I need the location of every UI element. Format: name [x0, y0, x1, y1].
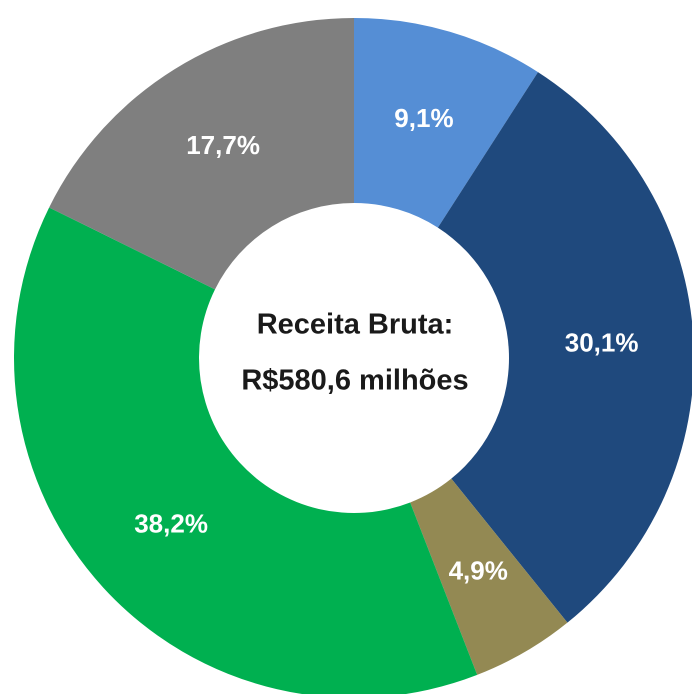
- value-label: 17,7%: [186, 130, 260, 160]
- value-label: 38,2%: [134, 508, 208, 538]
- center-text: R$580,6 milhões: [241, 365, 468, 397]
- donut-segment: [49, 18, 354, 290]
- center-text: Receita Bruta:: [257, 309, 454, 341]
- donut-segment: [14, 207, 478, 694]
- value-label: 4,9%: [449, 556, 508, 586]
- donut-segment: [410, 478, 568, 675]
- value-label: 30,1%: [565, 328, 639, 358]
- donut-segment: [354, 18, 538, 228]
- donut-segment: [437, 72, 692, 623]
- value-label: 9,1%: [394, 103, 453, 133]
